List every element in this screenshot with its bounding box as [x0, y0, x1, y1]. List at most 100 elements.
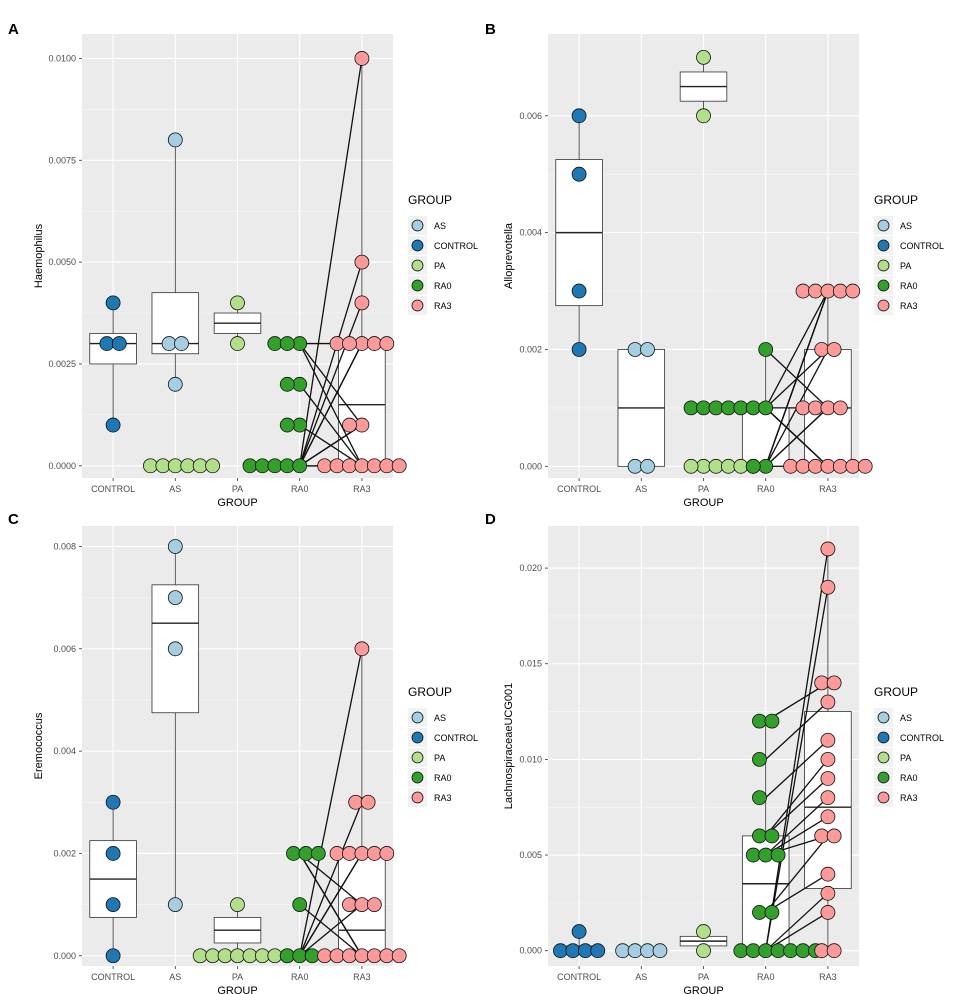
- data-point: [652, 943, 668, 959]
- data-point: [770, 847, 786, 863]
- data-point: [820, 694, 836, 710]
- legend-label: RA0: [434, 773, 452, 783]
- legend-swatch: [411, 299, 424, 312]
- legend-label: RA3: [434, 793, 452, 803]
- y-tick-label: 0.004: [53, 746, 76, 756]
- data-point: [105, 417, 121, 433]
- data-point: [354, 51, 370, 66]
- legend-label: RA0: [434, 281, 452, 291]
- data-point: [733, 458, 749, 474]
- data-point: [167, 376, 183, 392]
- legend-label: CONTROL: [900, 733, 944, 743]
- data-point: [826, 342, 842, 357]
- data-point: [167, 458, 183, 474]
- data-point: [167, 539, 183, 554]
- legend-swatch: [877, 219, 890, 232]
- data-point: [627, 943, 643, 959]
- legend-swatch: [411, 279, 424, 292]
- data-point: [845, 458, 861, 474]
- legend-swatch: [411, 711, 424, 724]
- data-point: [230, 948, 245, 964]
- data-point: [298, 846, 314, 861]
- data-point: [391, 948, 407, 964]
- data-point: [820, 809, 836, 825]
- y-axis-title: Eremococcus: [33, 712, 45, 779]
- data-point: [391, 458, 407, 474]
- pair-line: [299, 904, 363, 957]
- data-point: [279, 458, 295, 474]
- data-point: [733, 943, 749, 959]
- legend-swatch: [877, 731, 890, 744]
- y-tick-label: 0.0075: [48, 155, 76, 165]
- data-point: [640, 943, 655, 959]
- data-point: [720, 458, 736, 474]
- legend-label: PA: [900, 753, 911, 763]
- data-point: [770, 943, 786, 959]
- data-point: [342, 336, 357, 351]
- x-tick-label: AS: [169, 484, 181, 494]
- legend-swatch: [411, 259, 424, 272]
- data-point: [286, 846, 301, 861]
- data-point: [553, 943, 568, 959]
- x-tick-label: PA: [232, 484, 243, 494]
- y-tick-label: 0.002: [519, 344, 542, 354]
- data-point: [205, 458, 221, 474]
- data-point: [845, 283, 861, 299]
- data-point: [832, 400, 848, 416]
- pair-line: [299, 383, 363, 467]
- data-point: [379, 458, 395, 474]
- boxplot-control: [555, 115, 603, 350]
- legend: GROUP AS CONTROL PA RA0 RA3: [874, 193, 944, 315]
- data-point: [254, 458, 270, 474]
- data-point: [758, 458, 774, 474]
- data-point: [230, 336, 245, 351]
- data-point: [317, 948, 332, 964]
- data-point: [820, 541, 836, 557]
- box-iqr: [89, 332, 137, 365]
- x-tick-label: CONTROL: [557, 972, 601, 982]
- data-point: [348, 794, 364, 810]
- pair-line: [765, 290, 829, 467]
- y-tick-label: 0.0025: [48, 359, 76, 369]
- data-point: [354, 458, 370, 474]
- boxplot-pa: [679, 57, 728, 116]
- data-point: [161, 336, 177, 351]
- data-point: [577, 943, 593, 959]
- data-point: [590, 943, 606, 959]
- y-tick-label: 0.0000: [48, 461, 76, 471]
- panel-C: C 0.000 0.002 0.004 0.006 0.008 CONTROL AS PA RA0…: [8, 511, 478, 994]
- data-point: [167, 132, 183, 148]
- data-point: [354, 641, 370, 657]
- data-point: [814, 828, 830, 844]
- data-point: [783, 943, 798, 959]
- pair-line: [765, 407, 829, 467]
- data-point: [783, 458, 798, 474]
- data-point: [795, 458, 811, 474]
- x-tick-label: RA3: [353, 484, 371, 494]
- legend-label: PA: [434, 261, 445, 271]
- data-point: [292, 376, 308, 392]
- data-point: [354, 846, 370, 861]
- legend-label: RA0: [900, 281, 918, 291]
- y-tick-label: 0.015: [519, 659, 542, 669]
- data-point: [329, 458, 345, 474]
- legend-swatch: [411, 731, 424, 744]
- x-tick-label: RA0: [291, 484, 309, 494]
- legend: GROUP AS CONTROL PA RA0 RA3: [408, 685, 478, 807]
- data-point: [795, 283, 811, 299]
- data-point: [820, 732, 836, 748]
- y-axis-title: Haemophilus: [33, 223, 45, 288]
- data-point: [279, 948, 295, 964]
- legend-swatch: [877, 771, 890, 784]
- data-point: [366, 846, 382, 861]
- data-point: [342, 458, 357, 474]
- data-point: [354, 948, 370, 964]
- x-tick-label: PA: [698, 484, 709, 494]
- box-iqr: [741, 407, 790, 467]
- data-point: [354, 254, 370, 270]
- legend: GROUP AS CONTROL PA RA0 RA3: [408, 193, 478, 315]
- legend-label: RA3: [900, 793, 918, 803]
- data-point: [696, 458, 711, 474]
